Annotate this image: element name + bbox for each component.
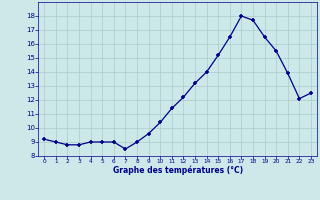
X-axis label: Graphe des températures (°C): Graphe des températures (°C) bbox=[113, 166, 243, 175]
